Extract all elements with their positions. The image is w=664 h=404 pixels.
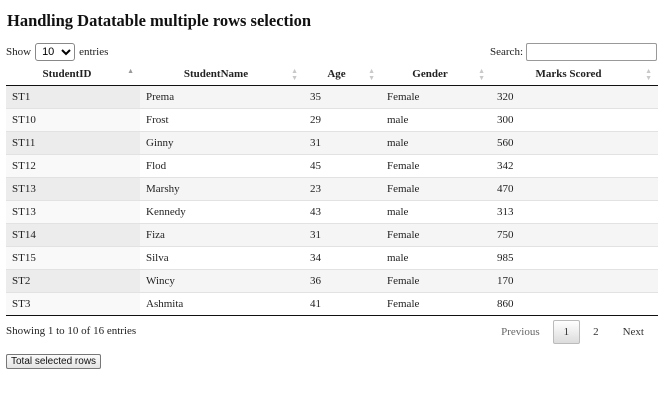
table-row[interactable]: ST3 Ashmita 41 Female 860: [6, 292, 658, 316]
cell-marks: 750: [491, 223, 658, 247]
cell-studentid: ST15: [6, 246, 140, 270]
cell-marks: 342: [491, 154, 658, 178]
cell-age: 36: [304, 269, 381, 293]
column-header-studentname[interactable]: StudentName ▲ ▼: [140, 62, 304, 86]
table-row[interactable]: ST10 Frost 29 male 300: [6, 108, 658, 132]
cell-gender: male: [381, 108, 491, 132]
previous-page-button[interactable]: Previous: [501, 326, 540, 338]
column-header-studentid[interactable]: StudentID ▲: [6, 62, 140, 86]
cell-marks: 985: [491, 246, 658, 270]
cell-studentid: ST12: [6, 154, 140, 178]
cell-gender: Female: [381, 154, 491, 178]
pagination: Previous 1 2 Next: [488, 320, 655, 344]
cell-age: 35: [310, 91, 321, 103]
cell-gender: male: [381, 246, 491, 270]
sort-both-icon: ▲ ▼: [645, 67, 652, 82]
cell-studentname: Kennedy: [140, 200, 304, 224]
cell-gender: Female: [381, 269, 491, 293]
cell-studentname: Marshy: [140, 177, 304, 201]
cell-studentname: Wincy: [140, 269, 304, 293]
table-header-row: StudentID ▲ StudentName ▲ ▼ Age ▲ ▼ Gender…: [6, 62, 658, 86]
cell-studentname: Flod: [140, 154, 304, 178]
sort-ascending-icon: ▲: [127, 67, 134, 75]
table-row[interactable]: ST11 Ginny 31 male 560: [6, 131, 658, 155]
next-page-button[interactable]: Next: [622, 326, 644, 338]
cell-studentname: Fiza: [140, 223, 304, 247]
column-header-age[interactable]: Age ▲ ▼: [304, 62, 381, 86]
search-input[interactable]: [526, 43, 657, 61]
cell-studentid: ST11: [6, 131, 140, 155]
cell-gender: Female: [387, 91, 420, 103]
table-row[interactable]: ST13 Marshy 23 Female 470: [6, 177, 658, 201]
cell-studentid: ST1: [6, 85, 140, 109]
page-title: Handling Datatable multiple rows selecti…: [7, 11, 312, 30]
cell-marks: 170: [491, 269, 658, 293]
cell-age: 41: [304, 292, 381, 316]
column-header-label: StudentName: [183, 67, 249, 80]
table-row[interactable]: ST14 Fiza 31 Female 750: [6, 223, 658, 247]
table-row[interactable]: ST2 Wincy 36 Female 170: [6, 269, 658, 293]
cell-studentid: ST13: [6, 200, 140, 224]
cell-marks: 470: [491, 177, 658, 201]
column-header-gender[interactable]: Gender ▲ ▼: [381, 62, 491, 86]
cell-marks: 320: [497, 91, 514, 103]
table-row[interactable]: ST13 Kennedy 43 male 313: [6, 200, 658, 224]
sort-both-icon: ▲ ▼: [368, 67, 375, 82]
sort-both-icon: ▲ ▼: [478, 67, 485, 82]
table-info: Showing 1 to 10 of 16 entries: [6, 325, 137, 337]
cell-studentid: ST2: [6, 269, 140, 293]
column-header-label: StudentID: [42, 67, 92, 80]
column-header-marks-scored[interactable]: Marks Scored ▲ ▼: [491, 62, 658, 86]
students-table: StudentID ▲ StudentName ▲ ▼ Age ▲ ▼ Gender…: [6, 62, 658, 316]
cell-studentname: Ginny: [140, 131, 304, 155]
show-label: Show: [6, 46, 32, 58]
cell-gender: male: [381, 131, 491, 155]
cell-gender: Female: [381, 177, 491, 201]
search-control: Search:: [490, 43, 657, 61]
cell-gender: Female: [381, 292, 491, 316]
cell-studentname: Frost: [140, 108, 304, 132]
table-row[interactable]: ST12 Flod 45 Female 342: [6, 154, 658, 178]
cell-age: 31: [304, 131, 381, 155]
column-header-label: Marks Scored: [535, 67, 602, 80]
cell-marks: 860: [491, 292, 658, 316]
table-row[interactable]: ST1 Prema 35 Female 320: [6, 85, 658, 109]
cell-studentname: Silva: [140, 246, 304, 270]
cell-studentid: ST3: [6, 292, 140, 316]
total-selected-rows-button[interactable]: Total selected rows: [6, 354, 102, 369]
entries-length-control: Show 10 entries: [6, 43, 108, 61]
search-label: Search:: [490, 46, 523, 58]
cell-studentname: Ashmita: [140, 292, 304, 316]
cell-gender: male: [381, 200, 491, 224]
entries-length-select[interactable]: 10: [35, 43, 76, 61]
cell-studentid: ST13: [6, 177, 140, 201]
cell-studentname: Prema: [146, 91, 175, 103]
cell-age: 31: [304, 223, 381, 247]
cell-gender: Female: [381, 223, 491, 247]
entries-label: entries: [79, 46, 109, 58]
cell-age: 23: [304, 177, 381, 201]
column-header-label: Gender: [412, 67, 448, 80]
cell-age: 45: [304, 154, 381, 178]
page-button-2[interactable]: 2: [593, 326, 599, 338]
cell-studentid: ST10: [6, 108, 140, 132]
cell-age: 29: [304, 108, 381, 132]
cell-age: 43: [304, 200, 381, 224]
column-header-label: Age: [327, 67, 346, 80]
cell-marks: 300: [491, 108, 658, 132]
sort-both-icon: ▲ ▼: [291, 67, 298, 82]
table-row[interactable]: ST15 Silva 34 male 985: [6, 246, 658, 270]
cell-marks: 313: [491, 200, 658, 224]
cell-age: 34: [304, 246, 381, 270]
cell-studentid: ST14: [6, 223, 140, 247]
page-button-1[interactable]: 1: [552, 320, 581, 344]
cell-marks: 560: [491, 131, 658, 155]
